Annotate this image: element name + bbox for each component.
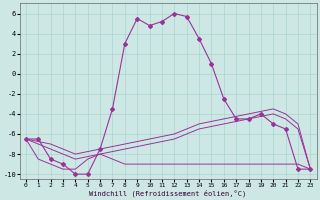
X-axis label: Windchill (Refroidissement éolien,°C): Windchill (Refroidissement éolien,°C)	[90, 189, 247, 197]
